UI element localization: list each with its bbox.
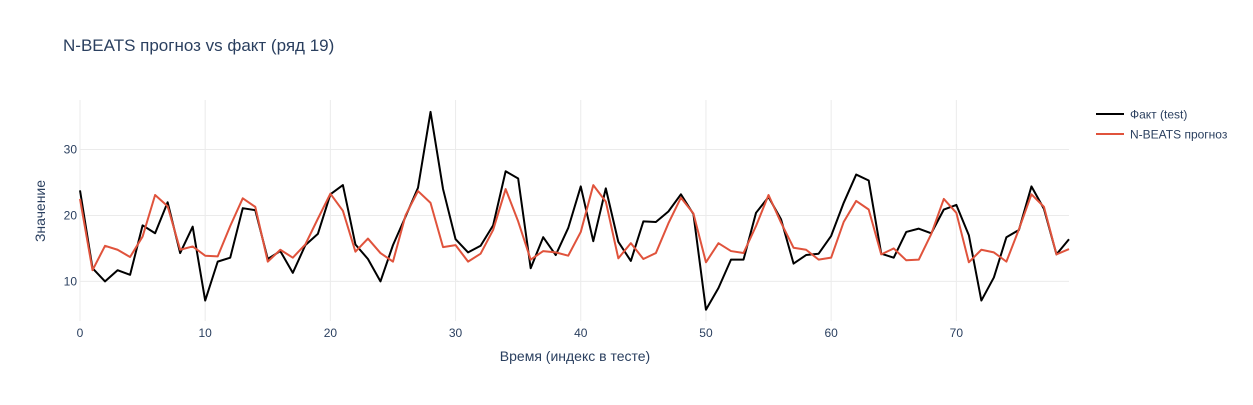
- x-tick-label: 40: [574, 326, 588, 340]
- chart-title: N-BEATS прогноз vs факт (ряд 19): [63, 36, 334, 55]
- legend-label-forecast: N-BEATS прогноз: [1130, 128, 1228, 142]
- series-line-actual[interactable]: [79, 110, 1070, 311]
- y-tick-label: 20: [64, 208, 78, 222]
- series-layer: [79, 110, 1070, 311]
- legend-item-actual[interactable]: Факт (test): [1096, 108, 1187, 122]
- x-tick-label: 10: [199, 326, 213, 340]
- grid: [79, 100, 1069, 321]
- series-line-forecast[interactable]: [79, 184, 1070, 272]
- ticks: 0 10 20 30 40 50 60 70 10 20 30: [64, 142, 964, 340]
- x-tick-label: 50: [699, 326, 713, 340]
- legend[interactable]: Факт (test) N-BEATS прогноз: [1096, 108, 1228, 142]
- x-tick-label: 70: [950, 326, 964, 340]
- x-tick-label: 20: [324, 326, 338, 340]
- legend-item-forecast[interactable]: N-BEATS прогноз: [1096, 128, 1228, 142]
- y-axis-title: Значение: [32, 180, 48, 242]
- legend-label-actual: Факт (test): [1130, 108, 1187, 122]
- x-tick-label: 60: [824, 326, 838, 340]
- y-tick-label: 10: [64, 274, 78, 288]
- x-tick-label: 30: [449, 326, 463, 340]
- x-tick-label: 0: [77, 326, 84, 340]
- y-tick-label: 30: [64, 142, 78, 156]
- x-axis-title: Время (индекс в тесте): [500, 348, 650, 364]
